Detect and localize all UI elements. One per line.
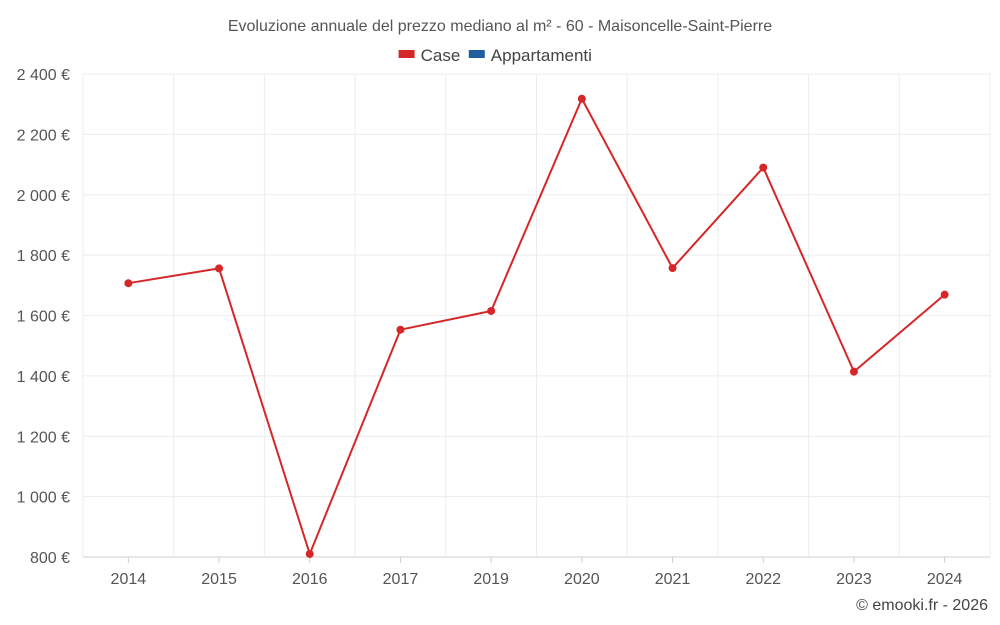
x-tick-label: 2014 <box>111 571 147 588</box>
y-tick-label: 800 € <box>30 550 70 567</box>
x-tick-label: 2023 <box>836 571 872 588</box>
x-axis: 2014 2015 2016 2017 2019 2020 2021 2022 2023 2024 <box>111 557 963 588</box>
y-tick-label: 1 000 € <box>17 490 70 507</box>
y-axis: 800 € 1 000 € 1 200 € 1 400 € 1 600 € 1 800 €… <box>17 67 70 567</box>
data-point[interactable] <box>487 306 496 315</box>
x-tick-label: 2017 <box>383 571 419 588</box>
legend-swatch <box>468 50 485 58</box>
data-point[interactable] <box>577 94 586 103</box>
data-point[interactable] <box>124 279 133 288</box>
x-tick-label: 2021 <box>655 571 691 588</box>
credit-text: © emooki.fr - 2026 <box>856 597 988 614</box>
y-tick-label: 1 200 € <box>17 429 70 446</box>
chart-title: Evoluzione annuale del prezzo mediano al… <box>228 18 772 35</box>
y-tick-label: 2 400 € <box>17 67 70 84</box>
x-tick-label: 2022 <box>745 571 781 588</box>
y-tick-label: 2 000 € <box>17 188 70 205</box>
series-group <box>124 94 949 558</box>
data-point[interactable] <box>849 367 858 376</box>
x-tick-label: 2020 <box>564 571 600 588</box>
x-tick-label: 2019 <box>473 571 509 588</box>
legend-swatch <box>398 50 415 58</box>
y-tick-label: 1 800 € <box>17 248 70 265</box>
data-point[interactable] <box>759 163 768 172</box>
y-tick-label: 1 600 € <box>17 309 70 326</box>
y-tick-label: 2 200 € <box>17 127 70 144</box>
legend-label[interactable]: Appartamenti <box>491 46 592 65</box>
x-tick-label: 2016 <box>292 571 328 588</box>
legend: Case Appartamenti <box>398 46 592 65</box>
x-tick-label: 2015 <box>201 571 237 588</box>
legend-label[interactable]: Case <box>421 46 461 65</box>
grid <box>82 73 991 558</box>
data-point[interactable] <box>668 264 677 273</box>
data-point[interactable] <box>940 290 949 299</box>
series-line <box>128 97 946 555</box>
y-tick-label: 1 400 € <box>17 369 70 386</box>
data-point[interactable] <box>305 549 314 558</box>
x-tick-label: 2024 <box>927 571 963 588</box>
data-point[interactable] <box>396 325 405 334</box>
data-point[interactable] <box>215 264 224 273</box>
